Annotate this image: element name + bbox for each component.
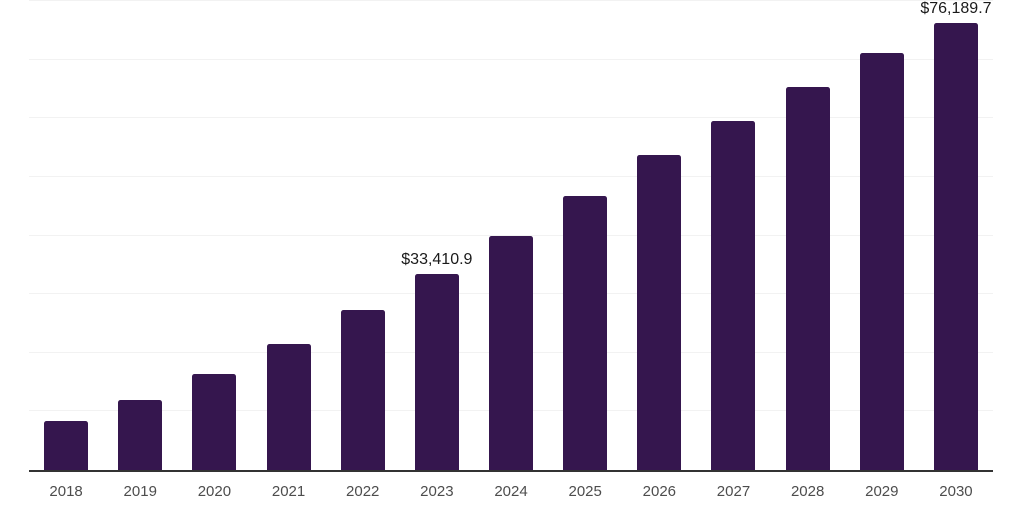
bar-slot-2027: [696, 1, 770, 470]
bar-slot-2020: [177, 1, 251, 470]
bar-value-label-2023: $33,410.9: [401, 251, 473, 269]
x-tick-2029: 2029: [865, 483, 899, 500]
bar-slots: $33,410.9 $76,189.7: [29, 1, 993, 470]
bar-2024[interactable]: [489, 235, 534, 470]
x-tick-2020: 2020: [197, 483, 232, 500]
bar-slot-2021: [251, 1, 325, 470]
bar-slot-2023: $33,410.9: [400, 1, 474, 470]
bar-2019[interactable]: [118, 400, 163, 470]
bar-2023[interactable]: [414, 274, 459, 470]
bar-slot-2030: $76,189.7: [919, 1, 993, 470]
gridline-50000: [29, 175, 993, 177]
bar-2022[interactable]: [340, 309, 385, 470]
gridline-60000: [29, 117, 993, 119]
x-tick-2024: 2024: [494, 483, 528, 500]
bar-slot-2019: [103, 1, 177, 470]
x-tick-2018: 2018: [49, 483, 83, 500]
x-tick-2021: 2021: [271, 483, 306, 500]
x-tick-2022: 2022: [346, 483, 380, 500]
bar-2018[interactable]: [44, 420, 89, 470]
gridline-70000: [29, 58, 993, 60]
x-axis-labels: 2018 2019 2020 2021 2022 2023 2024 2025 2026 2027…: [29, 471, 993, 499]
bar-slot-2024: [474, 1, 548, 470]
bar-2030[interactable]: [933, 23, 978, 470]
bar-2025[interactable]: [563, 195, 608, 470]
x-tick-2023: 2023: [420, 483, 454, 500]
bar-2029[interactable]: [859, 53, 904, 470]
gridline-80000: [29, 0, 993, 1]
bar-value-label-2030: $76,189.7: [920, 0, 992, 18]
x-axis-line: [29, 469, 993, 472]
bar-2026[interactable]: [637, 154, 682, 470]
bar-slot-2025: [548, 1, 622, 470]
bar-slot-2029: [845, 1, 919, 470]
x-tick-2025: 2025: [568, 483, 602, 500]
bar-slot-2018: [29, 1, 103, 470]
plot-area: $33,410.9 $76,189.7: [29, 0, 993, 472]
gridline-40000: [29, 234, 993, 236]
x-tick-2026: 2026: [642, 483, 677, 500]
bar-slot-2026: [622, 1, 696, 470]
x-tick-2027: 2027: [716, 483, 751, 500]
bar-2027[interactable]: [711, 120, 756, 470]
bar-slot-2022: [326, 1, 400, 470]
x-tick-2019: 2019: [123, 483, 157, 500]
x-tick-2028: 2028: [790, 483, 825, 500]
bar-2021[interactable]: [266, 343, 311, 470]
bar-slot-2028: [771, 1, 845, 470]
x-tick-2030: 2030: [939, 483, 973, 500]
bar-2020[interactable]: [192, 373, 237, 470]
bar-2028[interactable]: [785, 87, 830, 470]
